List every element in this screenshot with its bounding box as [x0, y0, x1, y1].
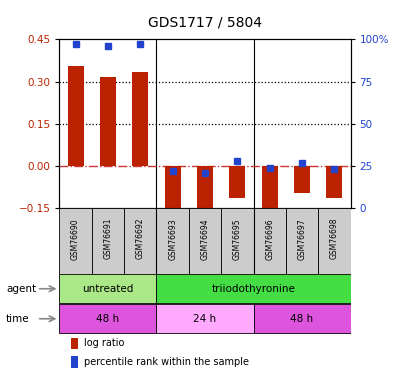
Bar: [229, 166, 245, 198]
Bar: [156, 304, 253, 333]
Text: GSM76695: GSM76695: [232, 218, 241, 259]
Bar: [189, 208, 220, 274]
Text: GSM76698: GSM76698: [329, 218, 338, 259]
Text: GSM76694: GSM76694: [200, 218, 209, 259]
Text: GSM76691: GSM76691: [103, 218, 112, 259]
Bar: [71, 338, 78, 349]
Bar: [156, 208, 189, 274]
Text: GSM76690: GSM76690: [71, 218, 80, 259]
Bar: [164, 166, 180, 215]
Text: log ratio: log ratio: [84, 338, 124, 348]
Bar: [196, 166, 213, 210]
Text: GSM76697: GSM76697: [297, 218, 306, 259]
Text: 48 h: 48 h: [290, 314, 313, 324]
Text: GSM76696: GSM76696: [265, 218, 274, 259]
Bar: [253, 304, 350, 333]
Text: untreated: untreated: [82, 284, 133, 294]
Bar: [100, 77, 116, 166]
Bar: [71, 356, 78, 368]
Bar: [253, 208, 285, 274]
Bar: [285, 208, 317, 274]
Text: 48 h: 48 h: [96, 314, 119, 324]
Bar: [67, 66, 83, 166]
Text: GSM76692: GSM76692: [135, 218, 144, 259]
Bar: [92, 208, 124, 274]
Bar: [59, 274, 156, 303]
Text: time: time: [6, 314, 30, 324]
Text: GSM76693: GSM76693: [168, 218, 177, 259]
Bar: [317, 208, 350, 274]
Text: percentile rank within the sample: percentile rank within the sample: [84, 357, 248, 367]
Bar: [220, 208, 253, 274]
Text: GDS1717 / 5804: GDS1717 / 5804: [148, 16, 261, 30]
Bar: [132, 72, 148, 166]
Bar: [124, 208, 156, 274]
Bar: [59, 208, 92, 274]
Text: triiodothyronine: triiodothyronine: [211, 284, 295, 294]
Bar: [261, 166, 277, 211]
Text: agent: agent: [6, 284, 36, 294]
Bar: [326, 166, 342, 198]
Bar: [156, 274, 350, 303]
Text: 24 h: 24 h: [193, 314, 216, 324]
Bar: [59, 304, 156, 333]
Bar: [293, 166, 309, 193]
